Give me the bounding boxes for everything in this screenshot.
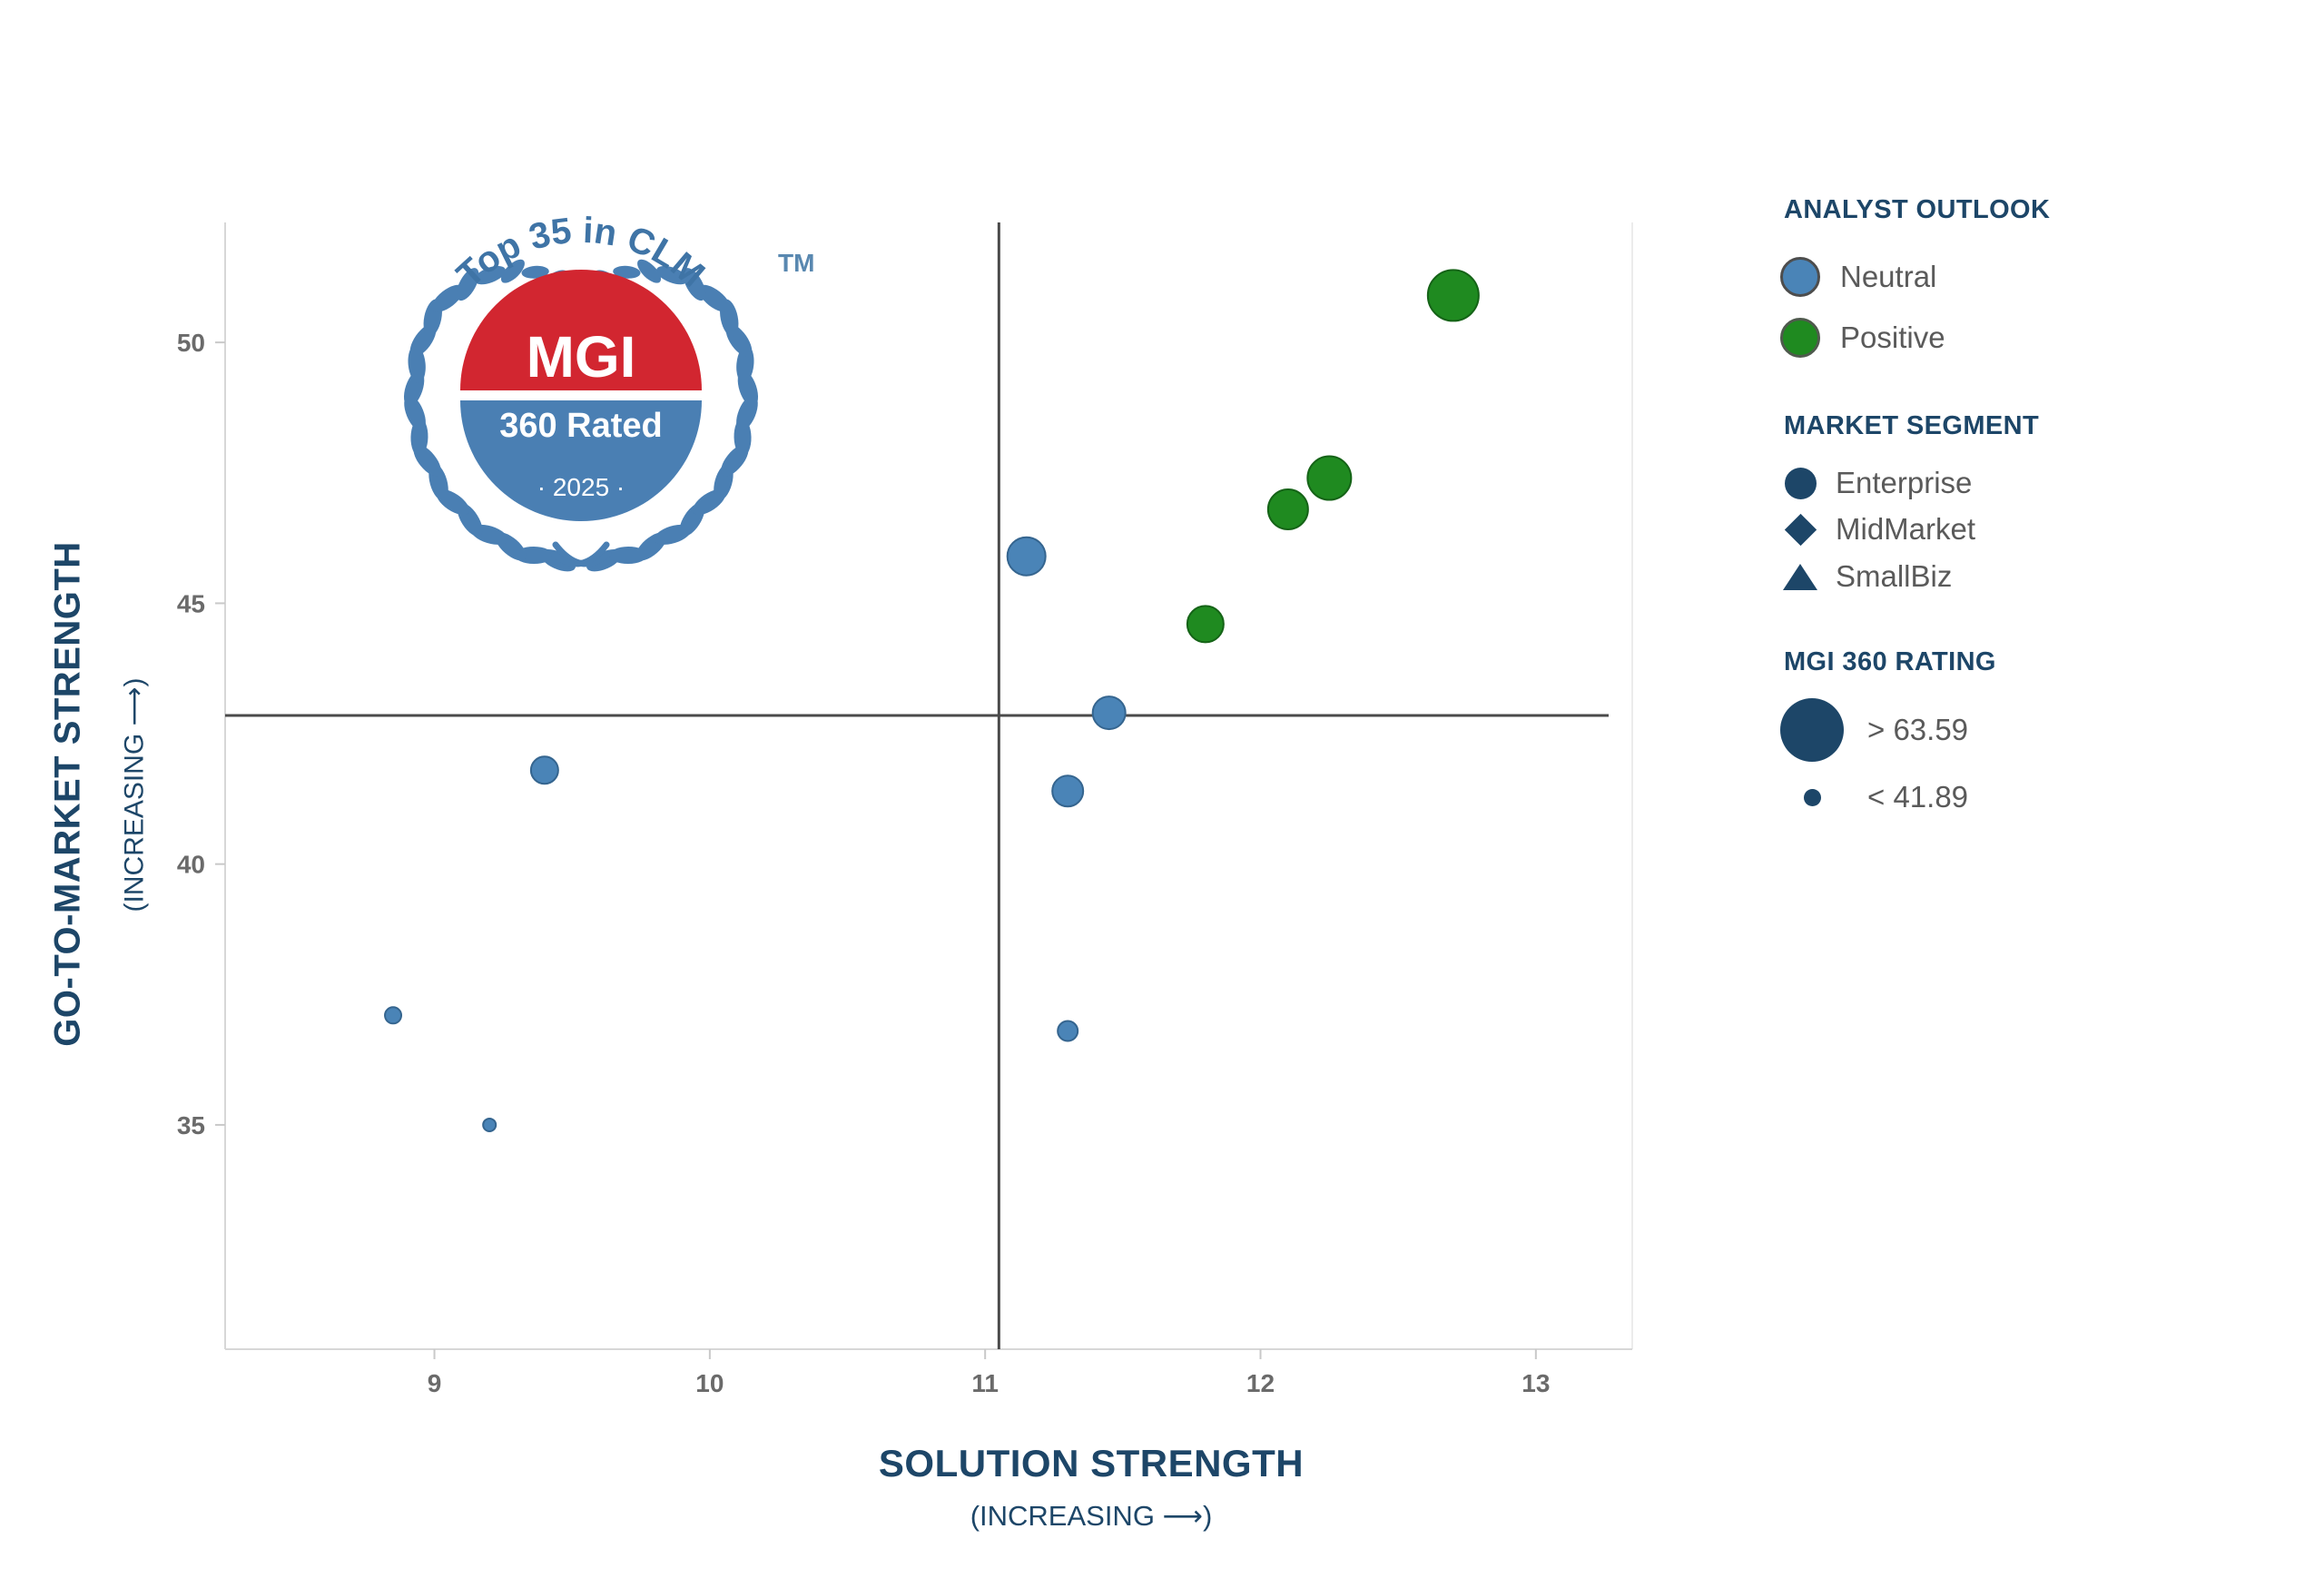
data-point-neutral — [529, 755, 559, 785]
legend-item-rating-large: > 63.59 — [1780, 698, 1968, 762]
legend-item-positive: Positive — [1780, 318, 1945, 358]
midmarket-diamond-icon — [1784, 513, 1817, 546]
y-tick-label: 45 — [177, 589, 205, 617]
x-tick-label: 12 — [1246, 1369, 1275, 1397]
legend-item-label: < 41.89 — [1867, 780, 1969, 814]
legend-item-label: SmallBiz — [1836, 559, 1953, 593]
badge-year-label: · 2025 · — [537, 473, 625, 501]
x-axis-subtitle: (INCREASING ⟶) — [970, 1500, 1213, 1532]
data-point-positive — [1426, 269, 1480, 322]
x-tick-label: 11 — [971, 1369, 999, 1397]
legend-item-midmarket: MidMarket — [1780, 512, 1976, 546]
badge-red-half — [460, 270, 702, 390]
legend-item-label: Enterprise — [1836, 466, 1973, 499]
data-point-positive — [1266, 488, 1309, 530]
data-point-neutral — [384, 1006, 403, 1025]
y-tick-label: 50 — [177, 329, 205, 357]
data-point-neutral — [1091, 695, 1127, 731]
smallbiz-triangle-icon — [1783, 563, 1817, 590]
data-point-neutral — [482, 1117, 497, 1132]
y-tick-label: 40 — [177, 851, 205, 879]
positive-circle-icon — [1780, 318, 1820, 358]
legend-heading-analyst-outlook: ANALYST OUTLOOK — [1784, 195, 2051, 224]
data-point-positive — [1306, 455, 1353, 501]
badge-360rated-label: 360 Rated — [499, 407, 663, 445]
legend-item-label: > 63.59 — [1867, 713, 1969, 746]
y-axis-title: GO-TO-MARKET STRENGTH — [47, 541, 88, 1047]
badge-mgi-label: MGI — [527, 324, 636, 390]
enterprise-circle-icon — [1784, 467, 1817, 499]
legend-heading-market-segment: MARKET SEGMENT — [1784, 411, 2040, 440]
rating-large-circle-icon — [1780, 698, 1844, 762]
mgi-360-rated-badge: Top 35 in CLM TM MGI 360 Rated · 2025 · — [403, 211, 814, 572]
neutral-circle-icon — [1780, 257, 1820, 297]
y-tick-label: 35 — [177, 1111, 205, 1139]
legend-item-label: MidMarket — [1836, 512, 1976, 546]
x-tick-label: 10 — [695, 1369, 724, 1397]
legend-heading-mgi-360-rating: MGI 360 RATING — [1784, 647, 1996, 676]
trademark-label: TM — [778, 249, 814, 277]
data-point-positive — [1186, 605, 1225, 644]
legend-item-smallbiz: SmallBiz — [1780, 559, 1953, 593]
legend-item-neutral: Neutral — [1780, 257, 1936, 297]
x-tick-label: 13 — [1521, 1369, 1550, 1397]
data-point-neutral — [1057, 1020, 1079, 1042]
x-tick-label: 9 — [428, 1369, 442, 1397]
data-point-neutral — [1006, 536, 1047, 577]
legend-item-label: Neutral — [1840, 260, 1937, 293]
legend-item-rating-small: < 41.89 — [1780, 777, 1968, 817]
rating-small-circle-icon — [1803, 788, 1821, 806]
legend-item-enterprise: Enterprise — [1780, 466, 1973, 499]
badge-blue-half — [460, 400, 702, 521]
x-axis-title: SOLUTION STRENGTH — [878, 1442, 1305, 1484]
y-axis-subtitle: (INCREASING ⟶) — [119, 677, 150, 912]
legend-item-label: Positive — [1840, 321, 1945, 354]
data-point-neutral — [1051, 774, 1085, 808]
